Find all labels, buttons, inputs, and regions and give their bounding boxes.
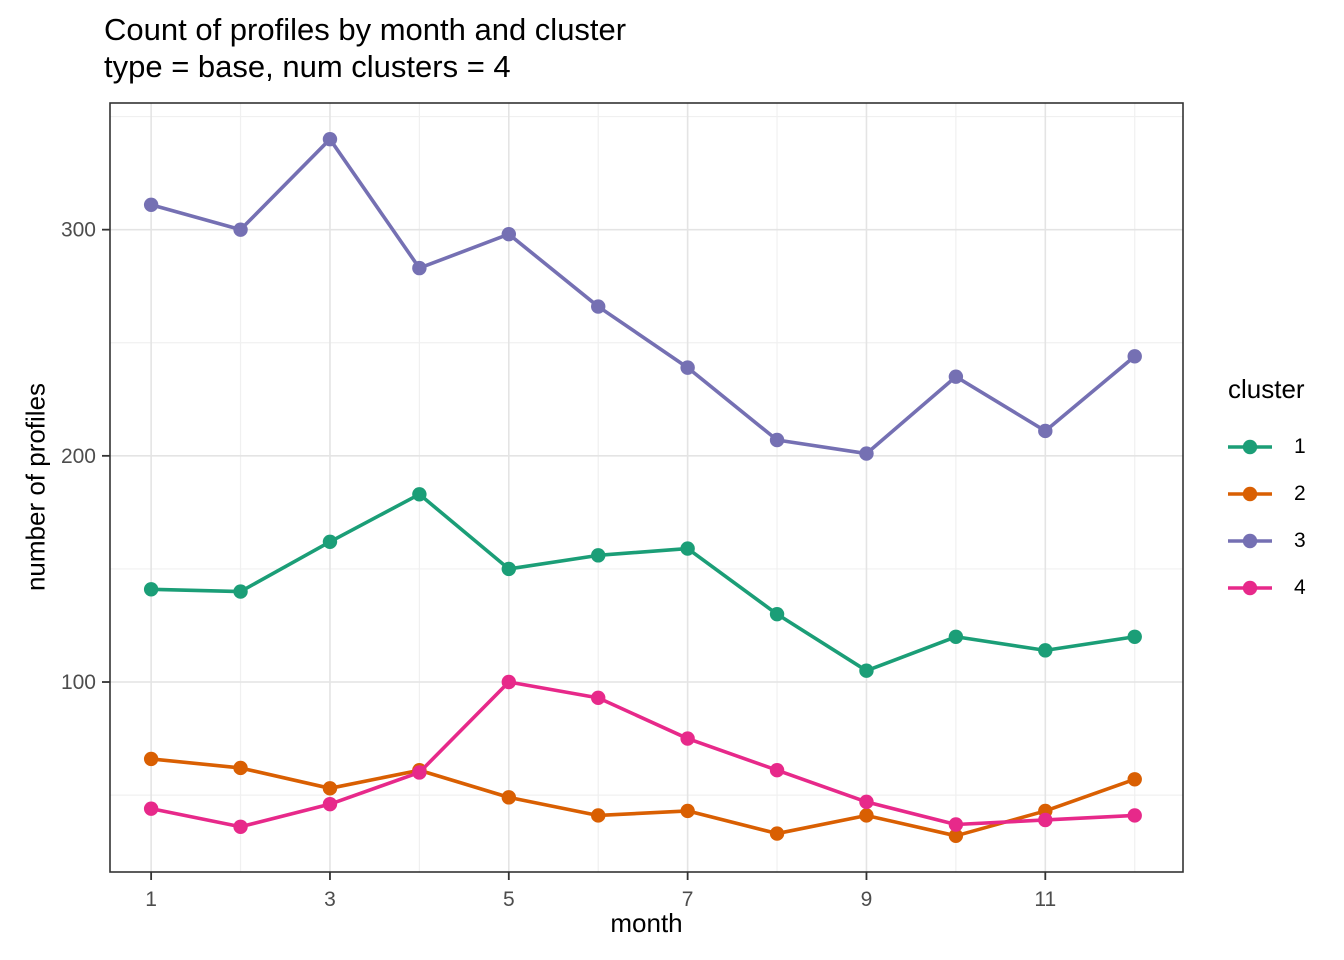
legend-key-line-dot-icon: [1228, 580, 1272, 595]
legend-item-cluster-4: 4: [1228, 564, 1306, 611]
data-point-cluster-3: [233, 222, 248, 237]
x-tick-label: 5: [503, 888, 515, 911]
x-tick-label: 9: [861, 888, 873, 911]
legend-label: 4: [1294, 575, 1306, 599]
data-point-cluster-2: [233, 760, 248, 776]
data-point-cluster-1: [859, 663, 874, 678]
chart-subtitle: type = base, num clusters = 4: [104, 49, 511, 84]
data-point-cluster-3: [591, 299, 606, 314]
series-line-cluster-3: [149, 137, 1137, 456]
data-point-cluster-2: [591, 808, 606, 823]
data-point-cluster-3: [143, 197, 159, 212]
data-point-cluster-3: [412, 260, 427, 276]
data-point-cluster-3: [501, 226, 516, 242]
legend-label: 3: [1294, 528, 1306, 552]
y-tick-label: 300: [61, 219, 96, 242]
data-point-cluster-3: [769, 432, 785, 448]
data-point-cluster-4: [859, 794, 874, 810]
data-point-cluster-1: [412, 487, 427, 502]
legend-key-dot: [1242, 533, 1258, 548]
data-point-cluster-4: [233, 819, 248, 834]
data-point-cluster-4: [769, 763, 785, 778]
data-point-cluster-3: [948, 369, 964, 384]
data-point-cluster-4: [1038, 812, 1053, 828]
data-point-cluster-1: [948, 629, 964, 644]
data-point-cluster-1: [233, 584, 248, 599]
data-point-cluster-4: [680, 731, 695, 746]
data-point-cluster-4: [948, 817, 964, 832]
x-tick-label: 11: [1034, 888, 1056, 911]
legend-key-dot: [1242, 486, 1258, 501]
chart-title: Count of profiles by month and cluster: [104, 12, 627, 47]
data-point-cluster-1: [1127, 629, 1142, 644]
data-point-cluster-3: [1038, 423, 1053, 439]
data-point-cluster-1: [501, 561, 516, 577]
legend-label: 2: [1294, 481, 1306, 505]
x-tick-label: 3: [324, 888, 336, 911]
series-line-cluster-1: [149, 492, 1137, 673]
legend-item-cluster-2: 2: [1228, 470, 1306, 517]
data-point-cluster-2: [769, 826, 785, 841]
data-point-cluster-4: [412, 765, 427, 780]
legend-label: 1: [1294, 434, 1306, 458]
y-tick-label: 200: [61, 445, 96, 468]
legend-key-line-dot-icon: [1228, 439, 1272, 454]
data-point-cluster-4: [501, 674, 516, 690]
data-point-cluster-1: [322, 534, 338, 549]
data-point-cluster-2: [322, 781, 338, 796]
data-point-cluster-2: [143, 751, 159, 767]
legend-key-dot: [1242, 580, 1258, 595]
data-point-cluster-2: [948, 828, 964, 844]
data-point-cluster-4: [143, 801, 159, 816]
legend: cluster 1 2 3 4: [1228, 374, 1306, 611]
data-point-cluster-4: [591, 690, 606, 706]
data-point-cluster-1: [769, 606, 785, 622]
data-point-cluster-1: [680, 541, 695, 556]
legend-key-dot: [1242, 439, 1258, 454]
data-point-cluster-3: [322, 131, 338, 147]
legend-key-line-dot-icon: [1228, 486, 1272, 501]
data-point-cluster-2: [859, 808, 874, 823]
data-point-cluster-4: [1127, 808, 1142, 823]
data-point-cluster-3: [680, 360, 695, 375]
data-point-cluster-2: [1127, 772, 1142, 787]
y-axis-title: number of profiles: [20, 382, 51, 592]
data-point-cluster-1: [1038, 643, 1053, 658]
legend-item-cluster-3: 3: [1228, 517, 1306, 564]
y-tick-label: 100: [61, 671, 96, 694]
panel-border: [109, 102, 1184, 873]
legend-title: cluster: [1228, 374, 1305, 404]
data-point-cluster-1: [143, 582, 159, 597]
panel-background: [110, 103, 1183, 872]
data-point-cluster-4: [322, 796, 338, 812]
legend-key-line-dot-icon: [1228, 533, 1272, 548]
data-point-cluster-2: [501, 790, 516, 805]
data-point-cluster-1: [591, 548, 606, 563]
data-point-cluster-2: [680, 803, 695, 819]
series-line-cluster-4: [149, 680, 1137, 829]
legend-item-cluster-1: 1: [1228, 423, 1306, 470]
x-axis-title: month: [610, 908, 683, 938]
data-point-cluster-3: [859, 446, 874, 461]
x-tick-label: 7: [682, 888, 694, 911]
data-point-cluster-3: [1127, 349, 1142, 364]
x-tick-label: 1: [145, 888, 157, 911]
series-line-cluster-2: [149, 757, 1137, 838]
